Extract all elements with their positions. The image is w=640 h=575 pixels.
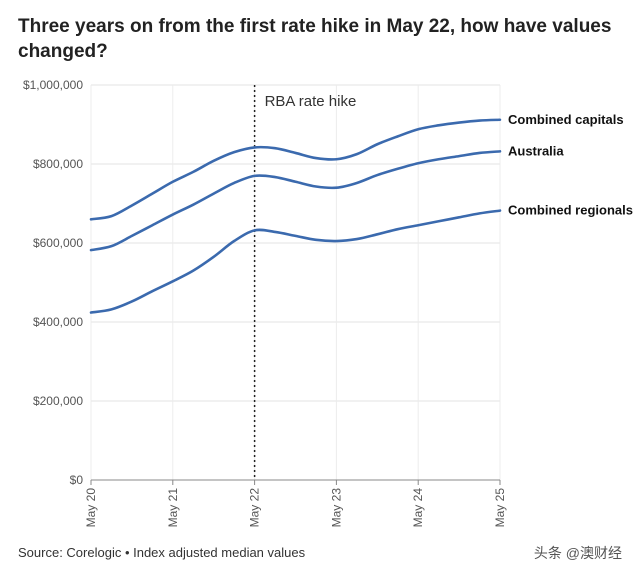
rate-hike-annotation: RBA rate hike [265,93,357,110]
y-tick-label: $1,000,000 [23,78,83,92]
y-tick-label: $800,000 [33,157,83,171]
series-label-australia: Australia [508,143,564,158]
series-label-combined-regionals: Combined regionals [508,203,633,218]
watermark: 头条 @澳财经 [533,545,622,561]
y-tick-label: $600,000 [33,236,83,250]
x-tick-label: May 20 [84,488,98,528]
x-tick-label: May 25 [493,488,507,528]
source-note: Source: Corelogic • Index adjusted media… [18,545,306,560]
series-label-combined-capitals: Combined capitals [508,112,624,127]
series-line-australia [89,150,502,252]
x-tick-label: May 24 [411,488,425,528]
x-tick-label: May 23 [329,488,343,528]
series-line-combined-regionals [89,209,502,314]
series-line-combined-capitals [89,118,502,221]
y-tick-label: $400,000 [33,315,83,329]
x-tick-label: May 21 [166,488,180,528]
x-tick-label: May 22 [248,488,262,528]
chart-title: Three years on from the first rate hike … [18,16,612,62]
y-tick-label: $200,000 [33,394,83,408]
y-tick-label: $0 [70,473,84,487]
